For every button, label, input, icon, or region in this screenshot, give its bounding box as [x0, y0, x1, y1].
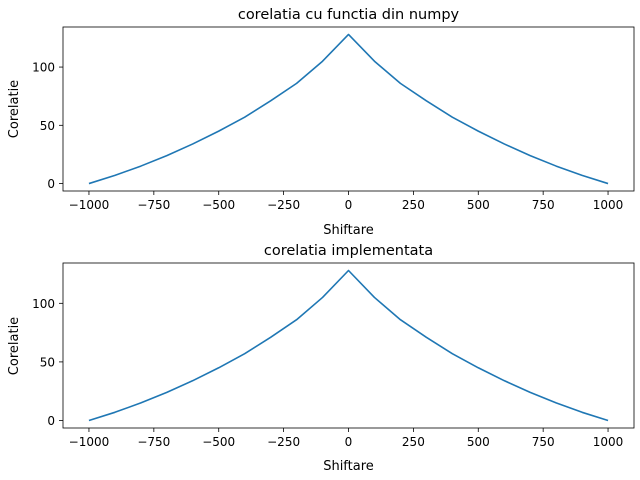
subplot-top-y-ticks: 0 50 100: [32, 61, 63, 191]
subplot-bottom-series-line: [88, 269, 609, 422]
subplot-top-x-ticks: −1000 −750 −500 −250 0 250 500 750 1000: [69, 191, 624, 212]
subplot-top-title: corelatia cu functia din numpy: [238, 7, 460, 23]
subplot-top-x-tick-label: 1000: [593, 198, 624, 212]
subplot-bottom-title: corelatia implementata: [264, 243, 433, 259]
subplot-top-x-tick-label: 0: [345, 198, 353, 212]
subplot-bottom-xlabel: Shiftare: [323, 459, 374, 474]
subplot-top-x-tick-label: 500: [467, 198, 490, 212]
subplot-top-x-tick-label: 250: [402, 198, 425, 212]
subplot-top-y-tick-label: 50: [40, 119, 55, 133]
subplot-top-x-tick-label: −1000: [69, 198, 110, 212]
subplot-bottom-x-tick-label: 1000: [593, 435, 624, 449]
subplot-top-xlabel: Shiftare: [323, 223, 374, 238]
subplot-bottom-x-tick-label: 0: [345, 435, 353, 449]
subplot-bottom-x-tick-label: −1000: [69, 435, 110, 449]
subplot-top: corelatia cu functia din numpy −1000 −750…: [7, 7, 635, 238]
subplot-top-x-tick-label: −250: [267, 198, 300, 212]
subplot-bottom-x-tick-label: 750: [532, 435, 555, 449]
subplot-bottom-x-tick-label: 250: [402, 435, 425, 449]
subplot-top-x-tick-label: 750: [532, 198, 555, 212]
subplot-bottom-ylabel: Corelatie: [7, 317, 22, 375]
subplot-top-ylabel: Corelatie: [7, 80, 22, 138]
subplot-top-y-tick-label: 100: [32, 61, 55, 75]
subplot-bottom: corelatia implementata −1000 −750 −500 −250…: [7, 243, 635, 474]
subplot-bottom-y-tick-label: 0: [47, 414, 55, 428]
subplot-top-series-line: [88, 33, 609, 185]
subplot-bottom-y-tick-label: 50: [40, 355, 55, 369]
subplot-top-x-tick-label: −500: [202, 198, 235, 212]
subplot-top-x-tick-label: −750: [137, 198, 170, 212]
subplot-bottom-x-tick-label: −500: [202, 435, 235, 449]
subplot-bottom-x-tick-label: −750: [137, 435, 170, 449]
subplot-bottom-x-tick-label: 500: [467, 435, 490, 449]
subplot-bottom-x-ticks: −1000 −750 −500 −250 0 250 500 750 1000: [69, 428, 624, 449]
subplot-bottom-y-tick-label: 100: [32, 297, 55, 311]
subplot-top-y-tick-label: 0: [47, 177, 55, 191]
subplot-bottom-x-tick-label: −250: [267, 435, 300, 449]
subplot-bottom-y-ticks: 0 50 100: [32, 297, 63, 428]
